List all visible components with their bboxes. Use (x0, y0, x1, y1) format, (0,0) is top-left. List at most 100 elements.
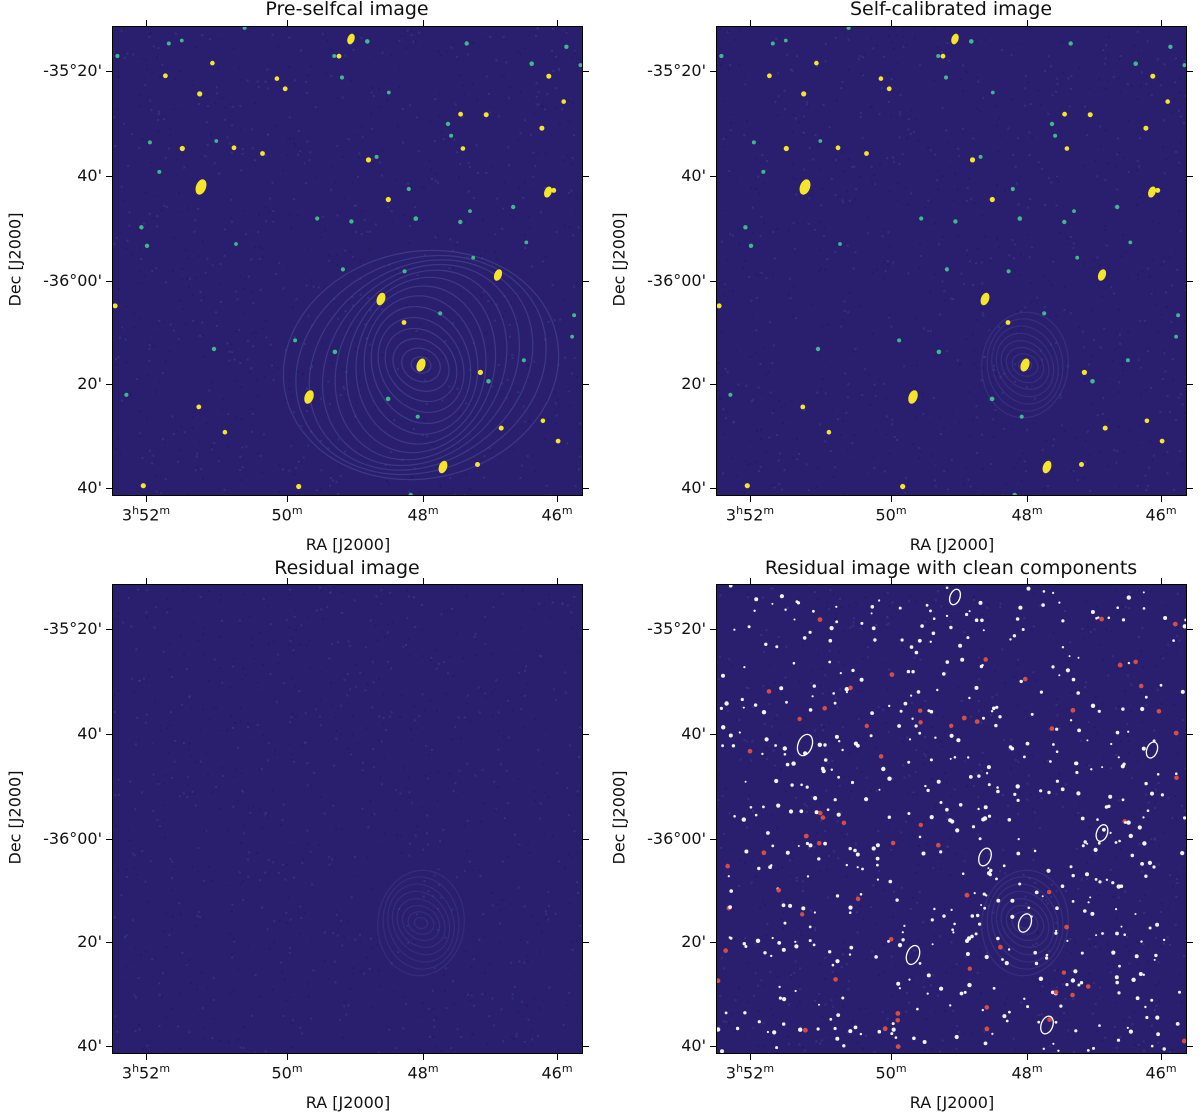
y-tick-label: 20' (681, 932, 706, 951)
x-tick-mark (146, 20, 147, 26)
y-tick-mark (1187, 281, 1193, 282)
y-tick-mark (710, 71, 716, 72)
y-tick-mark (583, 488, 589, 489)
y-tick-label: -35°20' (43, 61, 102, 80)
panel-title-self-calibrated: Self-calibrated image (849, 0, 1053, 20)
x-tick-label: 46m (541, 504, 573, 525)
x-tick-mark (287, 20, 288, 26)
x-tick-mark (1027, 20, 1028, 26)
y-tick-label: -35°20' (647, 619, 706, 638)
x-tick-mark (146, 496, 147, 502)
y-tick-mark (106, 629, 112, 630)
y-tick-label: 20' (77, 932, 102, 951)
sky-image (113, 585, 582, 1053)
x-tick-mark (750, 578, 751, 584)
x-tick-label: 48m (407, 504, 439, 525)
x-tick-label: 3h52m (725, 504, 775, 525)
y-axis-label: Dec [J2000] (609, 212, 629, 307)
y-tick-label: -36°00' (647, 271, 706, 290)
y-tick-mark (710, 629, 716, 630)
y-tick-mark (710, 1046, 716, 1047)
y-tick-mark (1187, 384, 1193, 385)
panel-title-pre-selfcal: Pre-selfcal image (265, 0, 429, 20)
x-tick-label: 48m (1011, 1062, 1043, 1083)
x-tick-mark (1161, 1054, 1162, 1060)
y-tick-label: -36°00' (43, 271, 102, 290)
x-tick-mark (423, 20, 424, 26)
y-axis-label: Dec [J2000] (609, 770, 629, 865)
y-tick-mark (106, 942, 112, 943)
y-tick-label: 40' (681, 166, 706, 185)
y-tick-label: 40' (77, 724, 102, 743)
x-tick-mark (750, 496, 751, 502)
image-panel-residual (112, 584, 583, 1054)
y-tick-mark (583, 839, 589, 840)
x-tick-mark (750, 1054, 751, 1060)
y-tick-mark (710, 176, 716, 177)
x-tick-mark (750, 20, 751, 26)
x-tick-mark (1161, 20, 1162, 26)
y-tick-label: 20' (77, 374, 102, 393)
y-tick-mark (1187, 839, 1193, 840)
y-tick-mark (106, 839, 112, 840)
y-axis-label: Dec [J2000] (5, 212, 25, 307)
x-tick-label: 46m (541, 1062, 573, 1083)
y-tick-mark (1187, 1046, 1193, 1047)
y-tick-mark (710, 942, 716, 943)
x-tick-label: 46m (1145, 504, 1177, 525)
image-panel-residual-components (716, 584, 1187, 1054)
y-tick-mark (583, 384, 589, 385)
x-tick-label: 46m (1145, 1062, 1177, 1083)
y-tick-mark (106, 734, 112, 735)
x-tick-mark (146, 578, 147, 584)
x-tick-label: 3h52m (121, 1062, 171, 1083)
x-tick-mark (557, 1054, 558, 1060)
y-tick-mark (106, 488, 112, 489)
x-tick-mark (1027, 578, 1028, 584)
y-tick-label: -36°00' (43, 829, 102, 848)
y-tick-mark (1187, 71, 1193, 72)
y-tick-mark (583, 629, 589, 630)
y-axis-label: Dec [J2000] (5, 770, 25, 865)
x-axis-label: RA [J2000] (909, 535, 995, 554)
x-tick-mark (287, 496, 288, 502)
y-tick-mark (1187, 488, 1193, 489)
x-tick-mark (287, 1054, 288, 1060)
y-tick-label: 40' (77, 166, 102, 185)
x-tick-mark (1027, 496, 1028, 502)
y-tick-mark (710, 488, 716, 489)
x-axis-label: RA [J2000] (305, 1093, 391, 1112)
x-tick-mark (557, 20, 558, 26)
y-tick-mark (583, 176, 589, 177)
x-tick-mark (423, 1054, 424, 1060)
y-tick-label: 40' (681, 724, 706, 743)
y-tick-label: 20' (681, 374, 706, 393)
x-tick-mark (1027, 1054, 1028, 1060)
y-tick-mark (106, 176, 112, 177)
y-tick-mark (583, 942, 589, 943)
x-tick-mark (557, 496, 558, 502)
panel-title-residual: Residual image (274, 557, 420, 579)
y-tick-label: 40' (77, 478, 102, 497)
image-panel-pre-selfcal (112, 26, 583, 496)
y-tick-mark (710, 281, 716, 282)
x-tick-mark (146, 1054, 147, 1060)
x-axis-label: RA [J2000] (909, 1093, 995, 1112)
y-tick-mark (1187, 629, 1193, 630)
x-tick-label: 3h52m (121, 504, 171, 525)
x-axis-label: RA [J2000] (305, 535, 391, 554)
y-tick-label: 40' (77, 1036, 102, 1055)
x-tick-label: 50m (271, 504, 303, 525)
y-tick-mark (106, 384, 112, 385)
image-panel-self-calibrated (716, 26, 1187, 496)
y-tick-mark (710, 839, 716, 840)
sky-image (717, 585, 1186, 1053)
y-tick-label: -35°20' (647, 61, 706, 80)
y-tick-label: -35°20' (43, 619, 102, 638)
x-tick-label: 50m (875, 1062, 907, 1083)
y-tick-mark (1187, 942, 1193, 943)
x-tick-mark (557, 578, 558, 584)
x-tick-mark (287, 578, 288, 584)
x-tick-mark (1161, 578, 1162, 584)
y-tick-mark (1187, 734, 1193, 735)
